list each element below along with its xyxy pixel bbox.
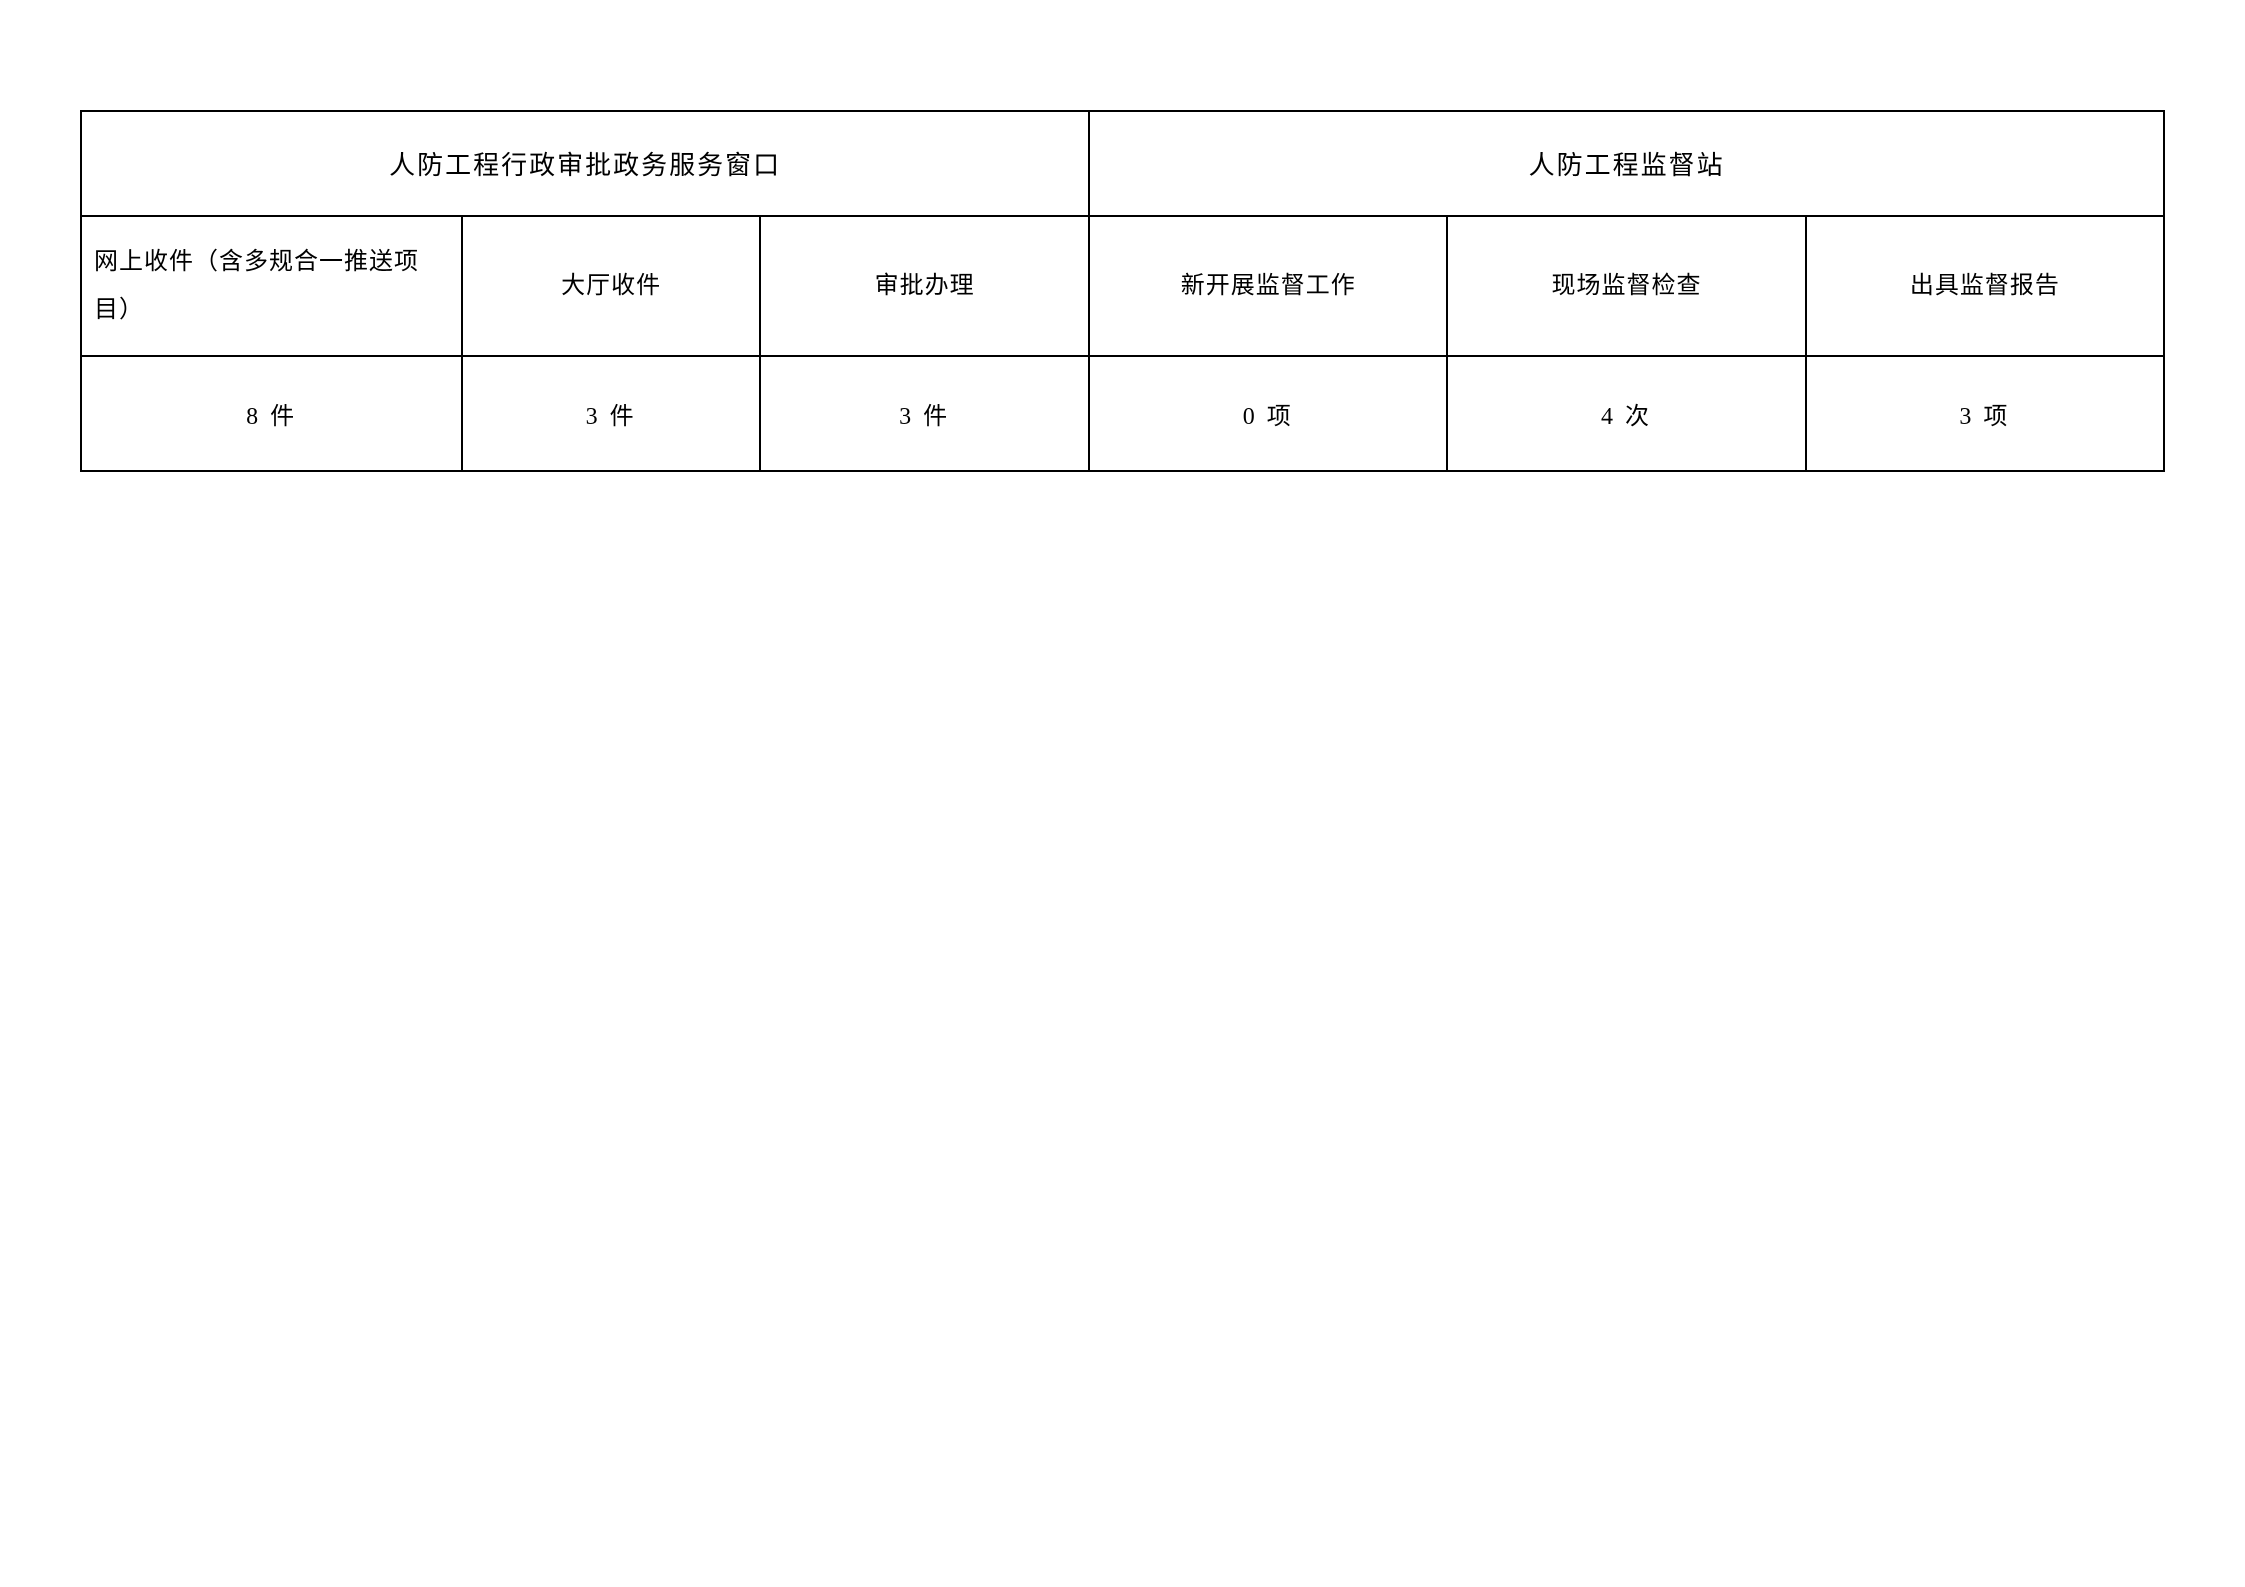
table-subheader-row: 网上收件（含多规合一推送项目） 大厅收件 审批办理 新开展监督工作 现场监督检查… [81, 216, 2164, 356]
subheader-cell-online: 网上收件（含多规合一推送项目） [81, 216, 462, 356]
data-cell-online: 8 件 [81, 356, 462, 471]
subheader-cell-report: 出具监督报告 [1806, 216, 2164, 356]
header-cell-supervision: 人防工程监督站 [1089, 111, 2164, 216]
data-table: 人防工程行政审批政务服务窗口 人防工程监督站 网上收件（含多规合一推送项目） 大… [80, 110, 2165, 472]
data-cell-report: 3 项 [1806, 356, 2164, 471]
header-cell-approval: 人防工程行政审批政务服务窗口 [81, 111, 1089, 216]
data-cell-process: 3 件 [760, 356, 1089, 471]
table-container: 人防工程行政审批政务服务窗口 人防工程监督站 网上收件（含多规合一推送项目） 大… [80, 110, 2165, 472]
data-cell-hall: 3 件 [462, 356, 760, 471]
subheader-cell-hall: 大厅收件 [462, 216, 760, 356]
data-cell-onsite: 4 次 [1447, 356, 1805, 471]
table-header-row: 人防工程行政审批政务服务窗口 人防工程监督站 [81, 111, 2164, 216]
subheader-cell-newwork: 新开展监督工作 [1089, 216, 1447, 356]
subheader-cell-onsite: 现场监督检查 [1447, 216, 1805, 356]
data-cell-newwork: 0 项 [1089, 356, 1447, 471]
table-data-row: 8 件 3 件 3 件 0 项 4 次 3 项 [81, 356, 2164, 471]
subheader-cell-process: 审批办理 [760, 216, 1089, 356]
